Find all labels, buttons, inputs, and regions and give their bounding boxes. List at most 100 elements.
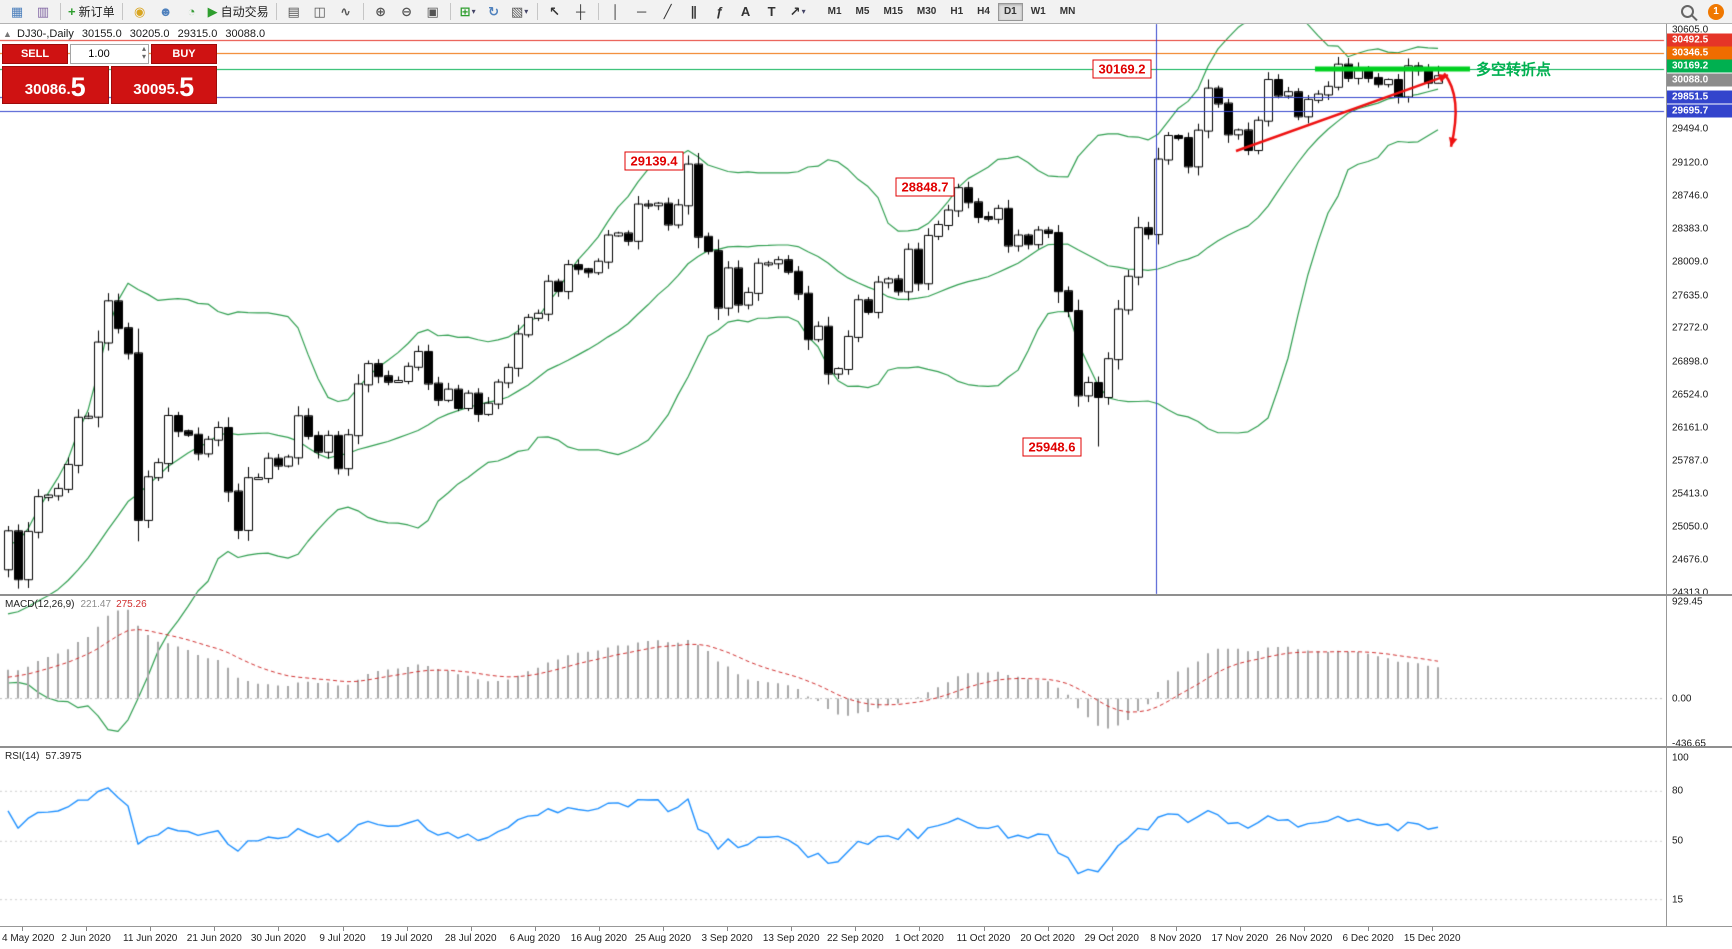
text-label-icon[interactable]: T bbox=[759, 1, 785, 23]
macd-axis-tick: 0.00 bbox=[1672, 693, 1692, 705]
toolbar-separator bbox=[275, 3, 277, 20]
profiles-icon[interactable]: ▥ bbox=[30, 1, 56, 23]
accounts-icon: ☻ bbox=[158, 3, 173, 19]
timeframe-button-H1[interactable]: H1 bbox=[950, 5, 964, 17]
timeframe-button-W1[interactable]: W1 bbox=[1030, 5, 1046, 17]
trendline-icon: ╱ bbox=[663, 3, 672, 19]
price-annotation-flag[interactable]: 28848.7 bbox=[895, 177, 955, 197]
time-axis-date: 26 Nov 2020 bbox=[1275, 933, 1333, 944]
vertical-line-icon[interactable]: │ bbox=[603, 1, 629, 23]
main-toolbar: ▦ ▥ + 新订单 ◉ ☻ ◔ ▶ 自动交易 ▤ ◫ ∿ ⊕ ⊖ ▣ ⊞ ▾ ↻ ▧ ▾ ↖ ┼ │ ─ ╱ ∥ ƒ A T ↗ ▾ M1 M… bbox=[0, 0, 1732, 24]
ask-price: 30095. bbox=[133, 81, 180, 98]
price-annotation-flag[interactable]: 25948.6 bbox=[1022, 437, 1082, 457]
price-level-label: 30088.0 bbox=[1667, 73, 1732, 87]
equidistant-channel-icon[interactable]: ∥ bbox=[681, 1, 707, 23]
notifications-badge[interactable]: 1 bbox=[1708, 3, 1724, 20]
arrows-tool-icon-dropdown[interactable]: ▾ bbox=[801, 6, 806, 16]
time-axis-tick bbox=[598, 927, 600, 931]
accounts-icon[interactable]: ☻ bbox=[153, 1, 179, 23]
rsi-axis-tick: 50 bbox=[1672, 835, 1684, 847]
time-axis-tick bbox=[150, 927, 152, 931]
templates-icon-dropdown[interactable]: ▾ bbox=[524, 6, 529, 16]
search-icon[interactable] bbox=[1674, 1, 1700, 23]
price-axis-tick: 28383.0 bbox=[1672, 223, 1709, 235]
trendline-icon[interactable]: ╱ bbox=[655, 1, 681, 23]
buy-price-button[interactable]: 30095. 5 bbox=[110, 66, 217, 104]
price-axis-tick: 25413.0 bbox=[1672, 488, 1709, 500]
timeframe-button-MN[interactable]: MN bbox=[1059, 5, 1076, 17]
volume-field[interactable]: ▴ ▾ bbox=[70, 44, 149, 64]
timeframe-button-M30[interactable]: M30 bbox=[916, 5, 937, 17]
deposit-icon[interactable]: ◉ bbox=[127, 1, 153, 23]
cursor-icon[interactable]: ↖ bbox=[542, 1, 568, 23]
cursor-icon: ↖ bbox=[549, 3, 561, 19]
price-axis-tick: 24676.0 bbox=[1672, 554, 1709, 566]
candlestick-chart-icon[interactable]: ◫ bbox=[307, 1, 333, 23]
time-axis-date: 13 Sep 2020 bbox=[762, 933, 820, 944]
new-chart-window-icon[interactable]: ▦ bbox=[4, 1, 30, 23]
templates-icon[interactable]: ▧ ▾ bbox=[507, 1, 533, 23]
volume-down-button[interactable]: ▾ bbox=[141, 52, 146, 61]
price-axis-tick: 26161.0 bbox=[1672, 422, 1709, 434]
price-axis-tick: 27635.0 bbox=[1672, 290, 1709, 302]
text-icon[interactable]: A bbox=[733, 1, 759, 23]
price-annotation-flag[interactable]: 30169.2 bbox=[1092, 59, 1152, 79]
time-axis-date: 21 Jun 2020 bbox=[186, 933, 242, 944]
high-value: 30205.0 bbox=[129, 28, 170, 40]
timeframe-button-M5[interactable]: M5 bbox=[855, 5, 870, 17]
bar-chart-icon[interactable]: ▤ bbox=[281, 1, 307, 23]
equidistant-channel-icon: ∥ bbox=[690, 3, 697, 19]
fibonacci-icon[interactable]: ƒ bbox=[707, 1, 733, 23]
toolbar-separator bbox=[362, 3, 364, 20]
timeframe-button-H4[interactable]: H4 bbox=[977, 5, 990, 17]
timeframe-button-D1[interactable]: D1 bbox=[997, 2, 1023, 21]
rsi-axis-tick: 15 bbox=[1672, 894, 1684, 906]
volume-up-button[interactable]: ▴ bbox=[141, 44, 146, 53]
crosshair-icon[interactable]: ┼ bbox=[568, 1, 594, 23]
new-order-button[interactable]: + 新订单 bbox=[65, 1, 118, 23]
price-axis-tick: 25050.0 bbox=[1672, 521, 1709, 533]
time-axis-date: 30 Jun 2020 bbox=[250, 933, 306, 944]
arrows-tool-icon[interactable]: ↗ ▾ bbox=[785, 1, 811, 23]
buy-button[interactable]: BUY bbox=[151, 44, 217, 64]
auto-scroll-icon[interactable]: ↻ bbox=[481, 1, 507, 23]
time-axis-tick bbox=[983, 927, 985, 931]
price-axis-tick: 28746.0 bbox=[1672, 190, 1709, 202]
indicators-icon-dropdown[interactable]: ▾ bbox=[471, 6, 476, 16]
timeframe-button-M15[interactable]: M15 bbox=[883, 5, 903, 17]
new-chart-window-icon: ▦ bbox=[10, 3, 24, 19]
turning-point-text[interactable]: 多空转折点 bbox=[1476, 61, 1552, 79]
time-axis-tick bbox=[22, 927, 23, 931]
timeframe-button-M1[interactable]: M1 bbox=[827, 5, 842, 17]
time-axis-tick bbox=[663, 927, 664, 931]
panel-separator[interactable] bbox=[0, 594, 1732, 596]
zoom-out-icon[interactable]: ⊖ bbox=[394, 1, 420, 23]
sell-button[interactable]: SELL bbox=[2, 44, 68, 64]
volume-input[interactable] bbox=[71, 47, 127, 61]
time-axis-tick bbox=[727, 927, 729, 931]
line-chart-icon[interactable]: ∿ bbox=[333, 1, 359, 23]
toolbar-right-group: 1 bbox=[1674, 1, 1728, 23]
bid-price: 30086. bbox=[24, 81, 71, 98]
toolbar-separator bbox=[449, 3, 451, 20]
tile-windows-icon[interactable]: ▣ bbox=[420, 1, 446, 23]
trade-widget-toggle[interactable]: ▲ bbox=[3, 29, 12, 39]
time-axis-date: 8 Nov 2020 bbox=[1150, 933, 1202, 944]
support-icon[interactable]: ◔ bbox=[179, 1, 205, 23]
panel-separator[interactable] bbox=[0, 746, 1732, 748]
sell-price-button[interactable]: 30086. 5 bbox=[2, 66, 109, 104]
zoom-in-icon[interactable]: ⊕ bbox=[368, 1, 394, 23]
time-axis-tick bbox=[534, 927, 536, 931]
price-annotation-flag[interactable]: 29139.4 bbox=[624, 151, 684, 171]
time-axis-tick bbox=[1432, 927, 1434, 931]
time-axis-tick bbox=[1047, 927, 1049, 931]
close-value: 30088.0 bbox=[225, 28, 266, 40]
time-axis-tick bbox=[919, 927, 921, 931]
horizontal-line-icon[interactable]: ─ bbox=[629, 1, 655, 23]
time-axis-date: 29 Oct 2020 bbox=[1084, 933, 1139, 944]
autotrading-button[interactable]: ▶ 自动交易 bbox=[205, 1, 272, 23]
time-axis-date: 11 Oct 2020 bbox=[956, 933, 1011, 944]
time-axis-tick bbox=[1239, 927, 1241, 931]
indicators-icon[interactable]: ⊞ ▾ bbox=[455, 1, 481, 23]
